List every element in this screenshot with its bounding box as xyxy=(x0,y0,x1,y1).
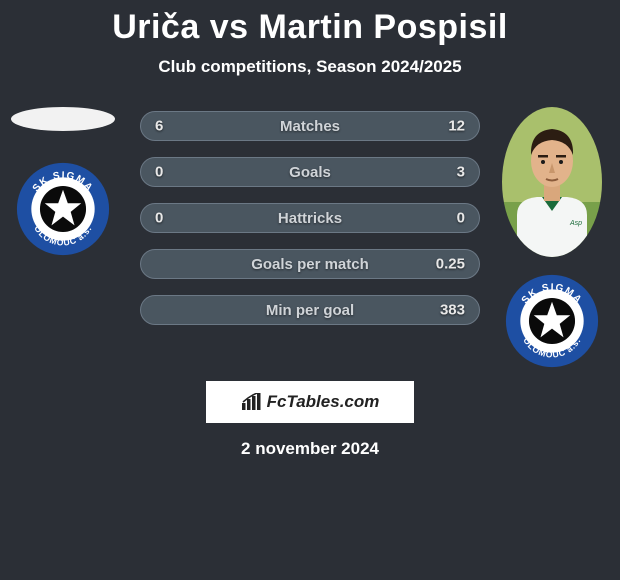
stat-left-value: 0 xyxy=(155,210,163,227)
stat-bar: Min per goal 383 xyxy=(140,295,480,325)
fctables-label: FcTables.com xyxy=(267,392,380,412)
stat-label: Matches xyxy=(280,118,340,135)
stat-left-value: 6 xyxy=(155,118,163,135)
stat-bar: 6 Matches 12 xyxy=(140,111,480,141)
stat-left-value: 0 xyxy=(155,164,163,181)
stat-right-value: 383 xyxy=(440,302,465,319)
stat-right-value: 12 xyxy=(448,118,465,135)
sigma-olomouc-badge-icon: SK SIGMA OLOMOUC a.s. xyxy=(504,273,600,369)
page-title: Uriča vs Martin Pospisil xyxy=(0,0,620,47)
snapshot-date: 2 november 2024 xyxy=(0,439,620,459)
player-right-column: Asp SK SIGMA OLOMOUC a.s. xyxy=(492,107,612,369)
jersey-sponsor-text: Asp xyxy=(569,220,582,227)
stat-bar: 0 Goals 3 xyxy=(140,157,480,187)
sigma-olomouc-badge-icon: SK SIGMA OLOMOUC a.s. xyxy=(15,161,111,257)
stat-bars: 6 Matches 12 0 Goals 3 0 Hattricks 0 Goa… xyxy=(140,107,480,325)
player-right-avatar: Asp xyxy=(502,107,602,257)
bar-chart-icon xyxy=(241,393,263,411)
stat-bar: 0 Hattricks 0 xyxy=(140,203,480,233)
comparison-panel: SK SIGMA OLOMOUC a.s. xyxy=(0,107,620,459)
player-right-club-badge: SK SIGMA OLOMOUC a.s. xyxy=(504,273,600,369)
stat-label: Goals xyxy=(289,164,331,181)
fctables-watermark: FcTables.com xyxy=(206,381,414,423)
stat-label: Min per goal xyxy=(266,302,354,319)
stat-bar: Goals per match 0.25 xyxy=(140,249,480,279)
stat-right-value: 0 xyxy=(457,210,465,227)
player-left-avatar-placeholder xyxy=(11,107,115,131)
stat-right-value: 3 xyxy=(457,164,465,181)
player-left-column: SK SIGMA OLOMOUC a.s. xyxy=(8,107,118,257)
stat-label: Hattricks xyxy=(278,210,342,227)
page-subtitle: Club competitions, Season 2024/2025 xyxy=(0,57,620,77)
stat-label: Goals per match xyxy=(251,256,369,273)
stat-right-value: 0.25 xyxy=(436,256,465,273)
player-left-club-badge: SK SIGMA OLOMOUC a.s. xyxy=(15,161,111,257)
